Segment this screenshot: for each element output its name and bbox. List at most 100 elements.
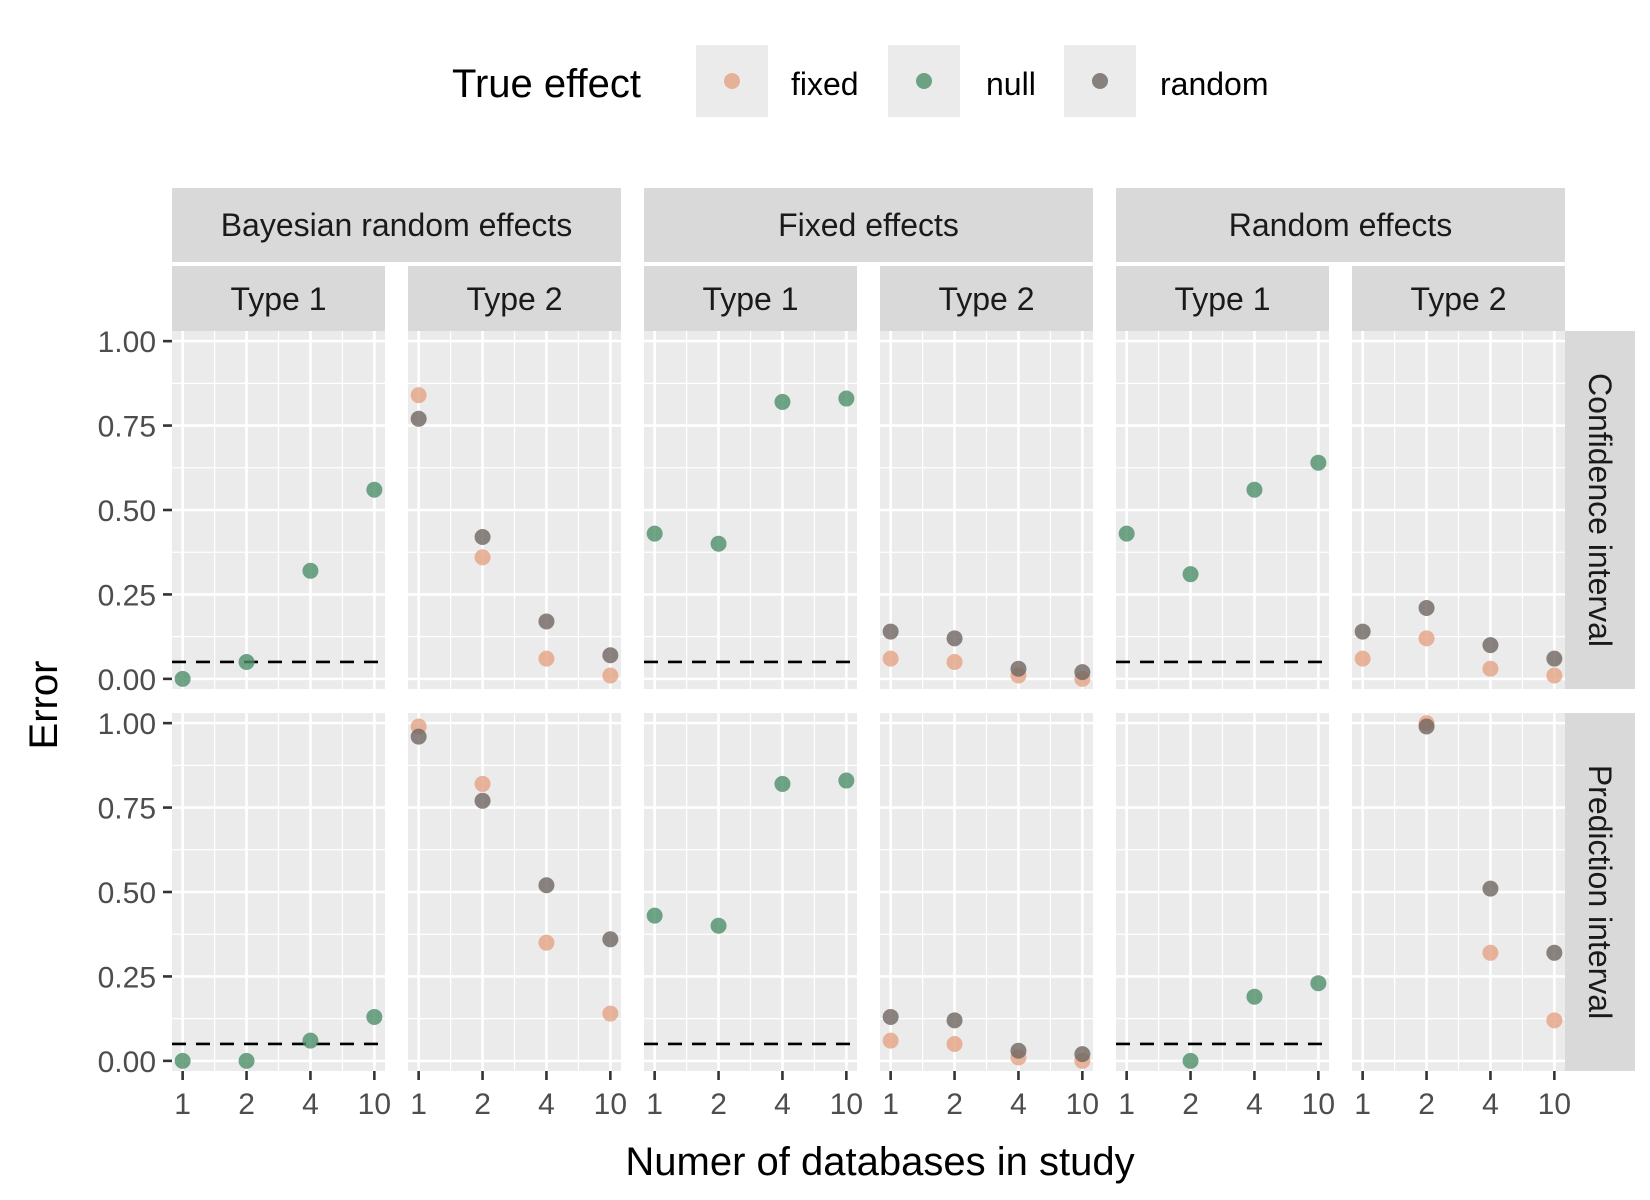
panel-confidence-interval-2 [644,331,857,689]
point-fixed [882,1032,899,1049]
point-random [1418,599,1435,616]
strip-label-type-1: Type 1 [230,281,326,317]
facet-panels [172,331,1565,1071]
strip-label-bayesian-random-effects: Bayesian random effects [221,207,573,243]
point-null [238,653,255,670]
x-tick-label: 10 [1066,1088,1099,1121]
legend-symbol-null [916,73,932,89]
point-random [474,792,491,809]
facet-strips: Bayesian random effects Fixed effects Rand… [172,188,1635,1071]
legend-title: True effect [452,62,641,106]
point-fixed [946,653,963,670]
points-prediction-interval-fixed-effects-type-2 [882,1008,1091,1069]
x-tick-label: 1 [1118,1088,1135,1121]
strip-prediction-interval [1565,713,1635,1071]
point-random [882,1008,899,1025]
point-null [710,535,727,552]
axes: 0.00 0.25 0.50 0.75 1.00 0.00 0.25 0.50 0.75 1.00… [98,326,1571,1121]
point-null [774,775,791,792]
y-tick-label: 0.00 [98,1046,156,1079]
x-tick-label: 10 [1302,1088,1335,1121]
point-fixed [1418,630,1435,647]
legend-label-random: random [1160,66,1269,102]
strip-type-1-2 [644,266,857,331]
y-tick-label: 1.00 [98,326,156,359]
x-tick-label: 2 [946,1088,963,1121]
x-tick-label: 1 [410,1088,427,1121]
point-null [838,390,855,407]
x-tick-label: 10 [358,1088,391,1121]
points-confidence-interval-random-effects-type-2 [1354,599,1563,684]
x-tick-label: 4 [1246,1088,1263,1121]
points-confidence-interval-random-effects-type-1 [1118,454,1327,583]
point-null [710,917,727,934]
point-random [1354,623,1371,640]
point-fixed [538,650,555,667]
point-random [1546,650,1563,667]
y-axis-title: Error [22,661,66,750]
points-prediction-interval-random-effects-type-2 [1418,715,1563,1029]
point-fixed [474,549,491,566]
legend-symbol-random [1092,73,1108,89]
point-null [1182,566,1199,583]
point-fixed [1546,667,1563,684]
point-random [1010,1042,1027,1059]
point-random [1482,637,1499,654]
strip-label-type-2: Type 2 [1410,281,1506,317]
panel-prediction-interval-3 [880,713,1093,1071]
point-null [1182,1052,1199,1069]
x-tick-label: 10 [594,1088,627,1121]
y-tick-label: 0.50 [98,495,156,528]
point-null [646,525,663,542]
strip-type-1-4 [1116,266,1329,331]
point-null [366,1008,383,1025]
y-tick-label: 0.75 [98,793,156,826]
legend-label-null: null [986,66,1036,102]
strip-label-type-1: Type 1 [702,281,798,317]
y-tick-label: 1.00 [98,708,156,741]
point-fixed [1482,660,1499,677]
point-random [1010,660,1027,677]
y-tick-label: 0.25 [98,579,156,612]
point-null [302,562,319,579]
legend: True effect fixed null random [452,45,1269,117]
point-null [174,1052,191,1069]
point-null [1310,454,1327,471]
x-tick-label: 4 [1010,1088,1027,1121]
strip-label-fixed-effects: Fixed effects [778,207,959,243]
point-random [1482,880,1499,897]
x-tick-label: 2 [1418,1088,1435,1121]
point-random [410,410,427,427]
panel-prediction-interval-1 [408,713,621,1071]
points-confidence-interval-fixed-effects-type-1 [646,390,855,552]
point-random [538,877,555,894]
points-confidence-interval-bayesian-random-effects-type-2 [410,387,619,684]
point-null [1118,525,1135,542]
strip-type-2-5 [1352,266,1565,331]
point-fixed [1354,650,1371,667]
point-fixed [474,775,491,792]
legend-label-fixed: fixed [791,66,859,102]
point-null [1310,975,1327,992]
strip-confidence-interval [1565,331,1635,689]
panel-prediction-interval-5 [1352,713,1565,1071]
point-random [602,647,619,664]
x-tick-label: 1 [174,1088,191,1121]
point-random [538,613,555,630]
point-null [302,1032,319,1049]
strip-label-type-2: Type 2 [466,281,562,317]
y-tick-label: 0.50 [98,877,156,910]
points-prediction-interval-random-effects-type-1 [1182,975,1327,1069]
legend-symbol-fixed [724,73,740,89]
point-null [238,1052,255,1069]
point-null [646,907,663,924]
x-axis-title: Numer of databases in study [625,1140,1134,1184]
y-tick-label: 0.25 [98,961,156,994]
strip-type-2-3 [880,266,1093,331]
strip-type-1-0 [172,266,385,331]
point-random [946,1012,963,1029]
points-prediction-interval-bayesian-random-effects-type-1 [174,1008,383,1069]
point-random [882,623,899,640]
strip-label-prediction-interval: Prediction interval [1582,765,1618,1019]
